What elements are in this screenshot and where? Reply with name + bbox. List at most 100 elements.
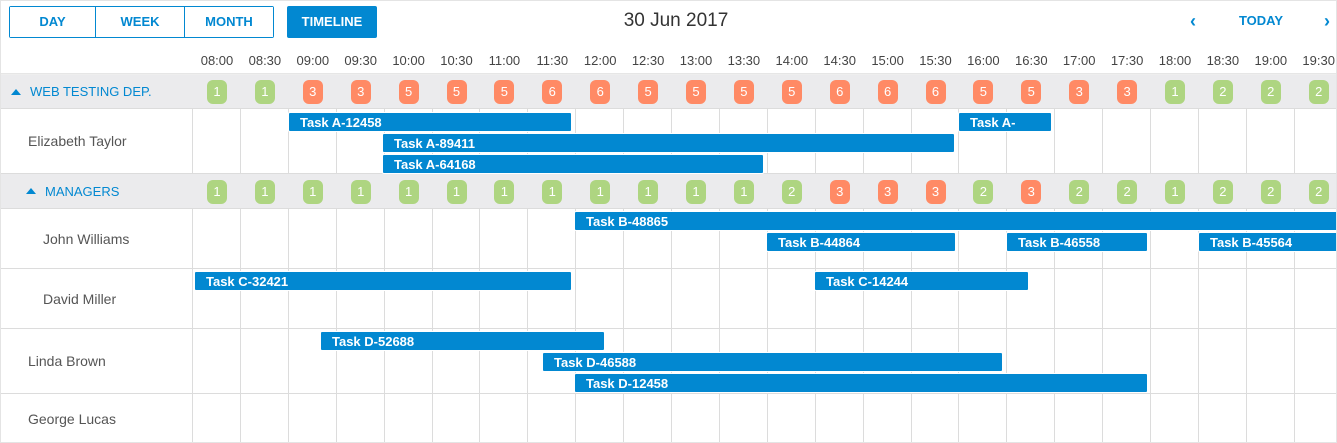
- grid-line: [575, 269, 577, 328]
- task-bar[interactable]: Task D-52688: [320, 331, 605, 351]
- grid-line: [766, 394, 768, 442]
- time-scale-label: 15:00: [871, 53, 904, 68]
- timeline-cells[interactable]: [193, 269, 1336, 328]
- grid-line: [1197, 269, 1199, 328]
- grid-line: [239, 209, 241, 268]
- grid-line: [1197, 329, 1199, 393]
- load-count-badge: 1: [350, 179, 371, 204]
- week-view-button[interactable]: WEEK: [96, 7, 185, 37]
- grid-line: [431, 329, 433, 393]
- day-view-button[interactable]: DAY: [10, 7, 96, 37]
- task-bar[interactable]: Task D-46588: [542, 352, 1003, 372]
- grid-line: [1150, 109, 1151, 173]
- load-count-badge: 5: [686, 80, 706, 104]
- time-scale-label: 14:30: [823, 53, 856, 68]
- task-bar[interactable]: Task B-46558: [1006, 232, 1148, 252]
- time-scale-label: 13:00: [679, 53, 713, 68]
- load-count-badge: 3: [1021, 179, 1042, 204]
- grid-line: [1054, 269, 1056, 328]
- grid-line: [479, 269, 481, 328]
- grid-line: [192, 329, 193, 393]
- resource-name: George Lucas: [28, 410, 116, 427]
- load-count-badge: 2: [973, 179, 994, 204]
- time-scale-label: 11:00: [488, 53, 521, 68]
- load-count-badge: 5: [733, 80, 754, 104]
- time-scale-label: 13:30: [727, 53, 761, 68]
- load-count-badge: 2: [1260, 179, 1281, 204]
- load-count-badge: 3: [302, 80, 323, 104]
- time-scale-label: 18:30: [1206, 53, 1240, 68]
- caret-up-icon: [26, 188, 36, 194]
- load-count-badge: 3: [350, 80, 371, 104]
- grid-line: [1006, 329, 1008, 393]
- grid-line: [575, 209, 577, 268]
- time-scale-label: 09:00: [296, 53, 330, 68]
- time-scale-label: 19:30: [1302, 53, 1335, 68]
- grid-line: [527, 329, 529, 393]
- grid-line: [718, 269, 720, 328]
- caret-up-icon: [11, 88, 21, 95]
- task-bar[interactable]: Task B-45564: [1198, 232, 1336, 252]
- load-count-badge: 2: [1260, 80, 1281, 104]
- task-bar[interactable]: Task B-48865: [574, 211, 1336, 231]
- task-bar[interactable]: Task C-14244: [814, 271, 1029, 291]
- chevron-left-icon[interactable]: ‹: [1190, 11, 1196, 31]
- grid-line: [335, 394, 337, 442]
- grid-line: [958, 394, 960, 442]
- load-count-badge: 3: [1117, 80, 1138, 104]
- grid-line: [862, 394, 864, 442]
- grid-line: [479, 209, 481, 268]
- grid-line: [335, 269, 337, 328]
- grid-line: [1245, 109, 1247, 173]
- timeline-view-button[interactable]: TIMELINE: [287, 6, 377, 38]
- grid-line: [1054, 109, 1056, 173]
- group-toggle[interactable]: WEB TESTING DEP.: [11, 75, 152, 108]
- task-bar[interactable]: Task A-12458: [288, 112, 572, 132]
- task-bar[interactable]: Task A-89411: [382, 133, 955, 153]
- grid-line: [1006, 394, 1008, 442]
- task-bar[interactable]: Task A-64168: [382, 154, 764, 174]
- grid-line: [1150, 329, 1151, 393]
- load-count-badge: 5: [446, 80, 467, 104]
- chevron-right-icon[interactable]: ›: [1324, 11, 1330, 31]
- grid-line: [287, 394, 289, 442]
- load-count-badge: 5: [781, 80, 802, 104]
- grid-line: [862, 269, 864, 328]
- group-label-text: WEB TESTING DEP.: [30, 84, 152, 99]
- group-toggle[interactable]: MANAGERS: [26, 174, 119, 208]
- load-count-badge: 5: [398, 80, 419, 104]
- today-button[interactable]: TODAY: [1238, 13, 1284, 28]
- grid-line: [1054, 394, 1056, 442]
- current-date-title: 30 Jun 2017: [623, 10, 729, 31]
- task-bar[interactable]: Task B-44864: [766, 232, 956, 252]
- grid-line: [1245, 394, 1247, 442]
- grid-line: [1197, 394, 1199, 442]
- grid-line: [1150, 394, 1151, 442]
- time-scale-label: 19:00: [1254, 53, 1288, 68]
- month-view-button[interactable]: MONTH: [185, 7, 273, 37]
- grid-line: [335, 109, 337, 173]
- load-count-badge: 2: [781, 179, 802, 204]
- grid-line: [1102, 269, 1104, 328]
- grid-line: [718, 394, 720, 442]
- grid-line: [1054, 329, 1056, 393]
- load-count-badge: 6: [542, 80, 563, 104]
- grid-line: [1293, 109, 1295, 173]
- load-count-badge: 5: [973, 80, 994, 104]
- timeline-cells[interactable]: [193, 394, 1336, 442]
- load-count-badge: 1: [254, 179, 275, 204]
- load-count-badge: 2: [1308, 179, 1329, 204]
- grid-line: [958, 209, 960, 268]
- task-bar[interactable]: Task C-32421: [194, 271, 572, 291]
- load-count-badge: 5: [638, 80, 659, 104]
- load-count-badge: 3: [829, 179, 850, 204]
- grid-line: [814, 269, 816, 328]
- grid-line: [623, 209, 625, 268]
- load-count-badge: 1: [207, 80, 227, 104]
- task-bar[interactable]: Task D-12458: [574, 373, 1148, 393]
- load-count-badge: 3: [877, 179, 898, 204]
- resource-name: John Williams: [43, 230, 130, 247]
- grid-line: [718, 209, 720, 268]
- resource-row: John Williams Task B-48865 Task B-44864 Tas…: [1, 209, 1336, 269]
- task-bar[interactable]: Task A-: [958, 112, 1052, 132]
